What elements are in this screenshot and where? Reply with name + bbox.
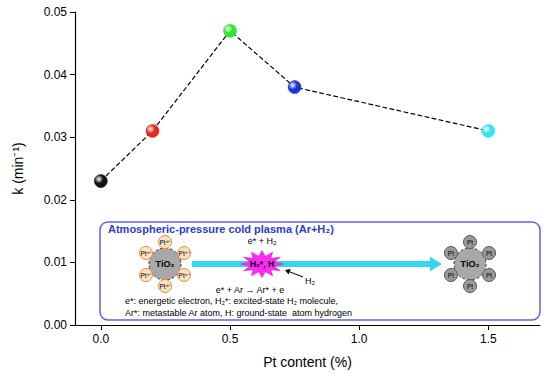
svg-text:e*: energetic electron, H₂*: e: e*: energetic electron, H₂*: excited-sta… (125, 296, 338, 306)
svg-text:e* + Ar → Ar* + e: e* + Ar → Ar* + e (216, 285, 285, 295)
svg-text:1.5: 1.5 (480, 332, 497, 346)
svg-text:Pt⁴⁺: Pt⁴⁺ (160, 239, 171, 246)
svg-text:0.0: 0.0 (92, 332, 109, 346)
svg-text:0.05: 0.05 (44, 5, 68, 19)
svg-text:0.01: 0.01 (44, 255, 68, 269)
svg-text:TiO₂: TiO₂ (156, 259, 175, 269)
svg-text:0.04: 0.04 (44, 68, 68, 82)
svg-text:e* + H₂: e* + H₂ (248, 236, 277, 246)
svg-text:0.03: 0.03 (44, 130, 68, 144)
svg-text:Pt: Pt (486, 272, 492, 279)
svg-text:Pt⁴⁺: Pt⁴⁺ (140, 272, 151, 279)
svg-text:Pt: Pt (486, 250, 492, 257)
svg-text:H₂: H₂ (305, 276, 315, 286)
svg-text:Pt⁴⁺: Pt⁴⁺ (179, 272, 190, 279)
svg-text:k (min⁻¹): k (min⁻¹) (10, 142, 26, 194)
svg-text:Pt content (%): Pt content (%) (263, 354, 352, 370)
svg-text:0.02: 0.02 (44, 193, 68, 207)
svg-text:Pt: Pt (467, 239, 473, 246)
svg-text:Atmospheric-pressure cold plas: Atmospheric-pressure cold plasma (Ar+H₂) (108, 223, 334, 235)
svg-text:Pt⁴⁺: Pt⁴⁺ (160, 283, 171, 290)
svg-text:1.0: 1.0 (351, 332, 368, 346)
svg-text:H₂*, H: H₂*, H (250, 259, 274, 269)
svg-text:Pt: Pt (448, 272, 454, 279)
svg-text:0.00: 0.00 (44, 318, 68, 332)
svg-text:Pt: Pt (448, 250, 454, 257)
svg-text:Pt⁴⁺: Pt⁴⁺ (140, 250, 151, 257)
svg-text:Ar*: metastable Ar atom, H: gr: Ar*: metastable Ar atom, H: ground-state… (125, 308, 352, 318)
svg-text:Pt⁴⁺: Pt⁴⁺ (179, 250, 190, 257)
svg-text:TiO₂: TiO₂ (461, 259, 480, 269)
svg-text:0.5: 0.5 (222, 332, 239, 346)
svg-text:Pt: Pt (467, 283, 473, 290)
